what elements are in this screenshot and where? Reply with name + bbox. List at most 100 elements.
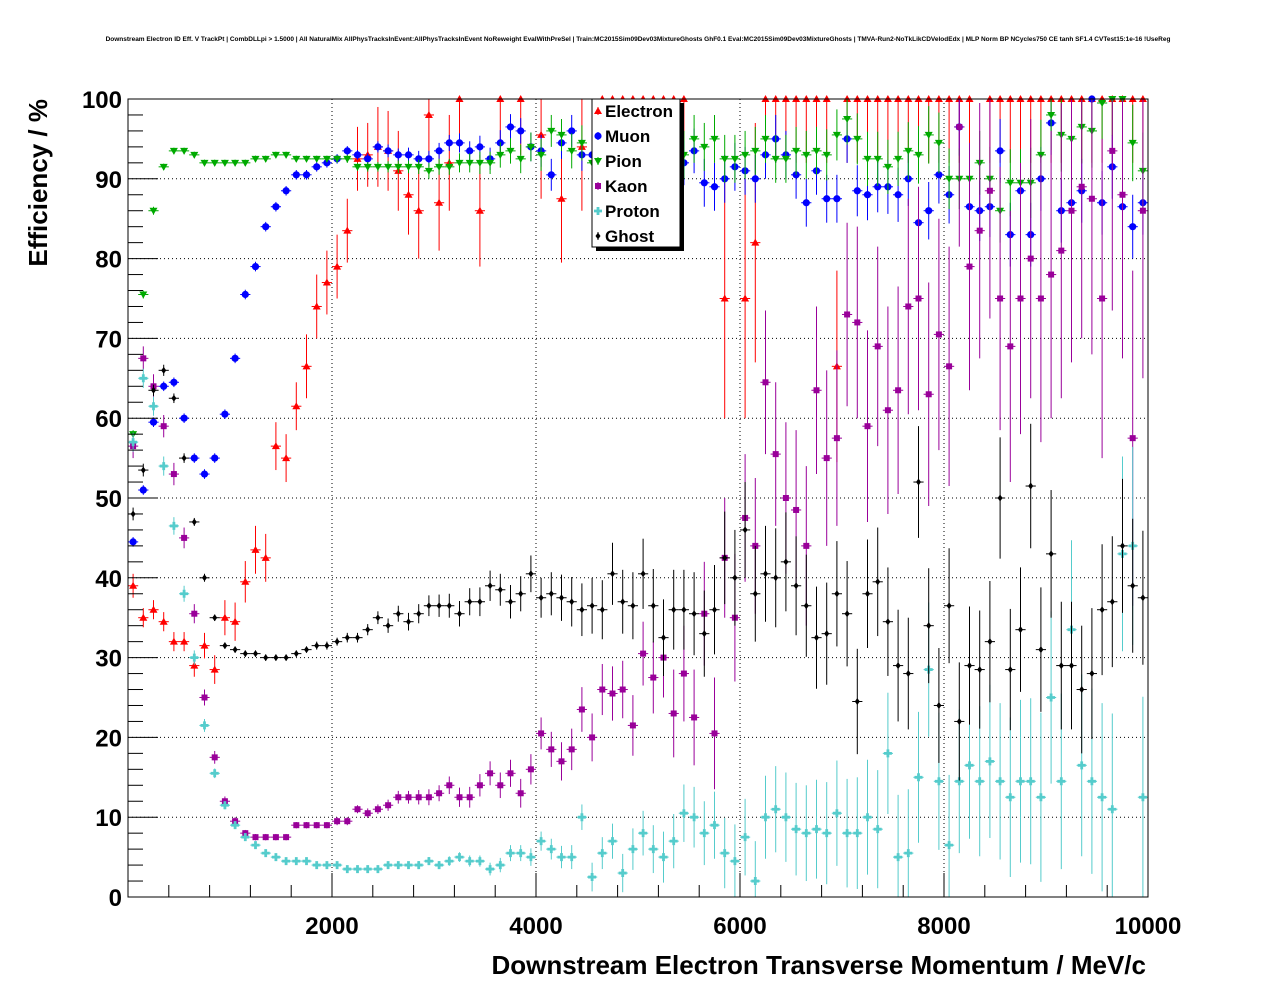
data-point	[742, 526, 748, 534]
data-point	[210, 159, 219, 167]
data-point	[822, 151, 831, 159]
data-point	[180, 414, 188, 422]
data-point	[263, 654, 269, 662]
data-point	[373, 163, 382, 171]
data-point	[251, 262, 260, 271]
data-point	[1128, 139, 1137, 147]
data-point	[548, 590, 554, 598]
data-point	[894, 853, 903, 862]
data-point	[180, 637, 189, 645]
data-point	[211, 754, 218, 761]
data-point	[375, 614, 381, 622]
data-point	[834, 590, 840, 598]
data-point	[599, 606, 605, 614]
data-point	[516, 155, 525, 163]
data-point	[487, 582, 493, 590]
data-point	[986, 187, 993, 194]
data-point	[802, 199, 810, 207]
data-point	[385, 802, 392, 809]
data-point	[374, 143, 382, 151]
data-point	[1099, 606, 1105, 614]
data-point	[445, 163, 454, 171]
legend-box	[591, 98, 681, 248]
data-point	[282, 454, 291, 462]
data-point	[191, 610, 198, 617]
data-point	[630, 602, 636, 610]
data-point	[567, 853, 576, 862]
data-point	[200, 159, 209, 167]
data-point	[1077, 761, 1086, 770]
data-point	[231, 159, 240, 167]
data-point	[394, 163, 403, 171]
data-point	[701, 630, 707, 638]
data-point	[364, 155, 372, 163]
data-point	[322, 861, 331, 870]
data-point	[935, 171, 943, 179]
data-point	[271, 853, 280, 862]
data-point	[200, 721, 209, 730]
data-point	[160, 423, 167, 430]
y-tick-label: 20	[95, 725, 122, 752]
data-point	[190, 151, 199, 159]
data-point	[599, 686, 606, 693]
data-point	[681, 606, 687, 614]
data-point	[210, 665, 219, 673]
data-point	[1048, 550, 1054, 558]
data-point	[139, 374, 148, 383]
data-point	[466, 147, 474, 155]
data-point	[190, 454, 198, 462]
data-point	[884, 407, 891, 414]
data-point	[639, 829, 648, 838]
data-point	[169, 637, 178, 645]
data-point	[1129, 435, 1136, 442]
data-point	[475, 206, 484, 214]
data-point	[475, 857, 484, 866]
data-point	[700, 829, 709, 838]
data-point	[823, 455, 830, 462]
data-point	[303, 822, 310, 829]
data-point	[712, 606, 717, 614]
data-point	[487, 770, 494, 777]
data-point	[832, 809, 841, 818]
data-point	[730, 857, 739, 866]
data-point	[190, 653, 199, 662]
data-point	[333, 155, 342, 163]
data-point	[996, 777, 1005, 786]
data-point	[394, 151, 402, 159]
data-point	[1047, 111, 1056, 119]
data-point	[547, 171, 555, 179]
data-point	[925, 391, 932, 398]
legend: Electron Muon Pion Kaon Proton Ghost	[591, 98, 684, 251]
data-point	[363, 865, 372, 874]
data-point	[191, 518, 197, 526]
data-point	[344, 634, 350, 642]
data-point	[883, 163, 892, 171]
data-point	[844, 311, 851, 318]
data-point	[180, 589, 189, 598]
data-point	[436, 602, 442, 610]
data-point	[814, 634, 819, 642]
data-point	[252, 834, 259, 841]
data-point	[691, 610, 697, 618]
legend-label-proton: Proton	[605, 202, 660, 221]
data-point	[772, 451, 779, 458]
legend-label-electron: Electron	[605, 102, 673, 121]
data-point	[1089, 670, 1095, 678]
data-point	[710, 183, 719, 191]
data-point	[1007, 343, 1014, 350]
data-point	[752, 590, 758, 598]
data-point	[1109, 598, 1115, 606]
data-point	[650, 602, 656, 610]
data-point	[293, 822, 300, 829]
data-point	[629, 722, 636, 729]
data-point	[895, 662, 901, 670]
data-point	[129, 581, 138, 589]
data-point	[1098, 793, 1107, 802]
data-point	[812, 825, 821, 834]
data-point	[610, 570, 615, 578]
data-point	[384, 147, 392, 155]
data-point	[608, 837, 617, 846]
data-point	[293, 650, 299, 658]
data-point	[873, 155, 882, 163]
